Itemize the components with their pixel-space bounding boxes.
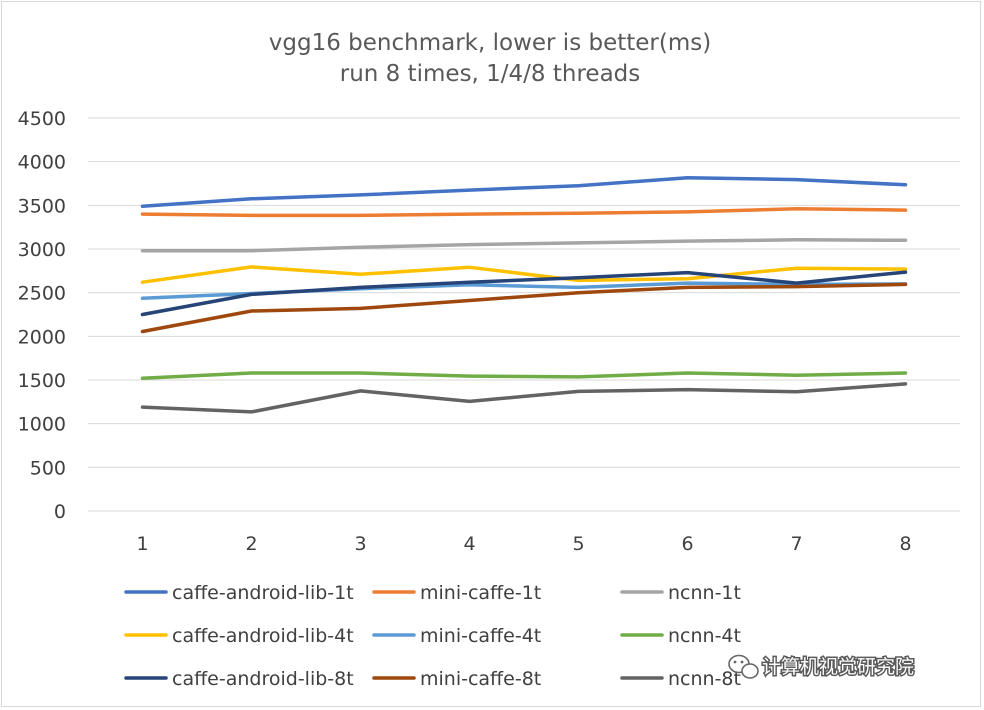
- series-line-caffe-android-lib-1t: [140, 176, 908, 208]
- series-line-ncnn-8t: [140, 382, 908, 414]
- series-line-mini-caffe-1t: [140, 207, 908, 218]
- y-tick-label: 500: [30, 457, 66, 479]
- y-axis-ticks: 0 500 1000 1500 2000 2500 3000 3500 4000 4500: [18, 108, 66, 523]
- legend-label: mini-caffe-4t: [420, 625, 541, 647]
- legend-label: mini-caffe-1t: [420, 582, 541, 604]
- y-tick-label: 1000: [18, 414, 66, 436]
- y-tick-label: 3000: [18, 239, 66, 261]
- legend-item: mini-caffe-8t: [372, 668, 541, 690]
- series-line-caffe-android-lib-8t: [140, 270, 908, 317]
- legend-item: caffe-android-lib-4t: [124, 625, 354, 647]
- legend: caffe-android-lib-1t mini-caffe-1t ncnn-1t…: [124, 582, 741, 690]
- x-tick-label: 8: [899, 533, 911, 555]
- legend-label: ncnn-1t: [668, 582, 741, 604]
- y-tick-label: 3500: [18, 195, 66, 217]
- y-tick-label: 2000: [18, 326, 66, 348]
- y-tick-label: 2500: [18, 283, 66, 305]
- series-line-ncnn-1t: [140, 238, 908, 253]
- legend-item: mini-caffe-1t: [372, 582, 541, 604]
- legend-item: caffe-android-lib-8t: [124, 668, 354, 690]
- wechat-icon: [728, 654, 759, 679]
- legend-label: caffe-android-lib-4t: [172, 625, 354, 647]
- legend-label: ncnn-8t: [668, 668, 741, 690]
- x-tick-label: 7: [790, 533, 802, 555]
- x-tick-label: 2: [245, 533, 257, 555]
- x-axis-ticks: 1 2 3 4 5 6 7 8: [136, 533, 911, 555]
- x-tick-label: 3: [354, 533, 366, 555]
- legend-label: caffe-android-lib-1t: [172, 582, 354, 604]
- watermark: 计算机视觉研究院: [728, 654, 916, 680]
- legend-item: ncnn-8t: [620, 668, 741, 690]
- legend-label: ncnn-4t: [668, 625, 741, 647]
- y-tick-label: 4000: [18, 152, 66, 174]
- y-tick-label: 0: [54, 501, 66, 523]
- series-line-mini-caffe-8t: [140, 282, 908, 334]
- legend-item: ncnn-4t: [620, 625, 741, 647]
- chart-subtitle: run 8 times, 1/4/8 threads: [340, 61, 641, 87]
- y-tick-label: 4500: [18, 108, 66, 130]
- series-lines: [140, 176, 908, 414]
- legend-label: caffe-android-lib-8t: [172, 668, 354, 690]
- x-tick-label: 4: [463, 533, 475, 555]
- series-line-caffe-android-lib-4t: [140, 265, 908, 284]
- y-tick-label: 1500: [18, 370, 66, 392]
- series-line-ncnn-4t: [140, 371, 908, 381]
- legend-item: caffe-android-lib-1t: [124, 582, 354, 604]
- gridlines: [88, 117, 960, 512]
- x-tick-label: 6: [681, 533, 693, 555]
- chart-title: vgg16 benchmark, lower is better(ms): [269, 30, 711, 56]
- legend-item: ncnn-1t: [620, 582, 741, 604]
- x-tick-label: 1: [136, 533, 148, 555]
- watermark-text: 计算机视觉研究院: [762, 656, 914, 678]
- x-tick-label: 5: [572, 533, 584, 555]
- legend-item: mini-caffe-4t: [372, 625, 541, 647]
- legend-label: mini-caffe-8t: [420, 668, 541, 690]
